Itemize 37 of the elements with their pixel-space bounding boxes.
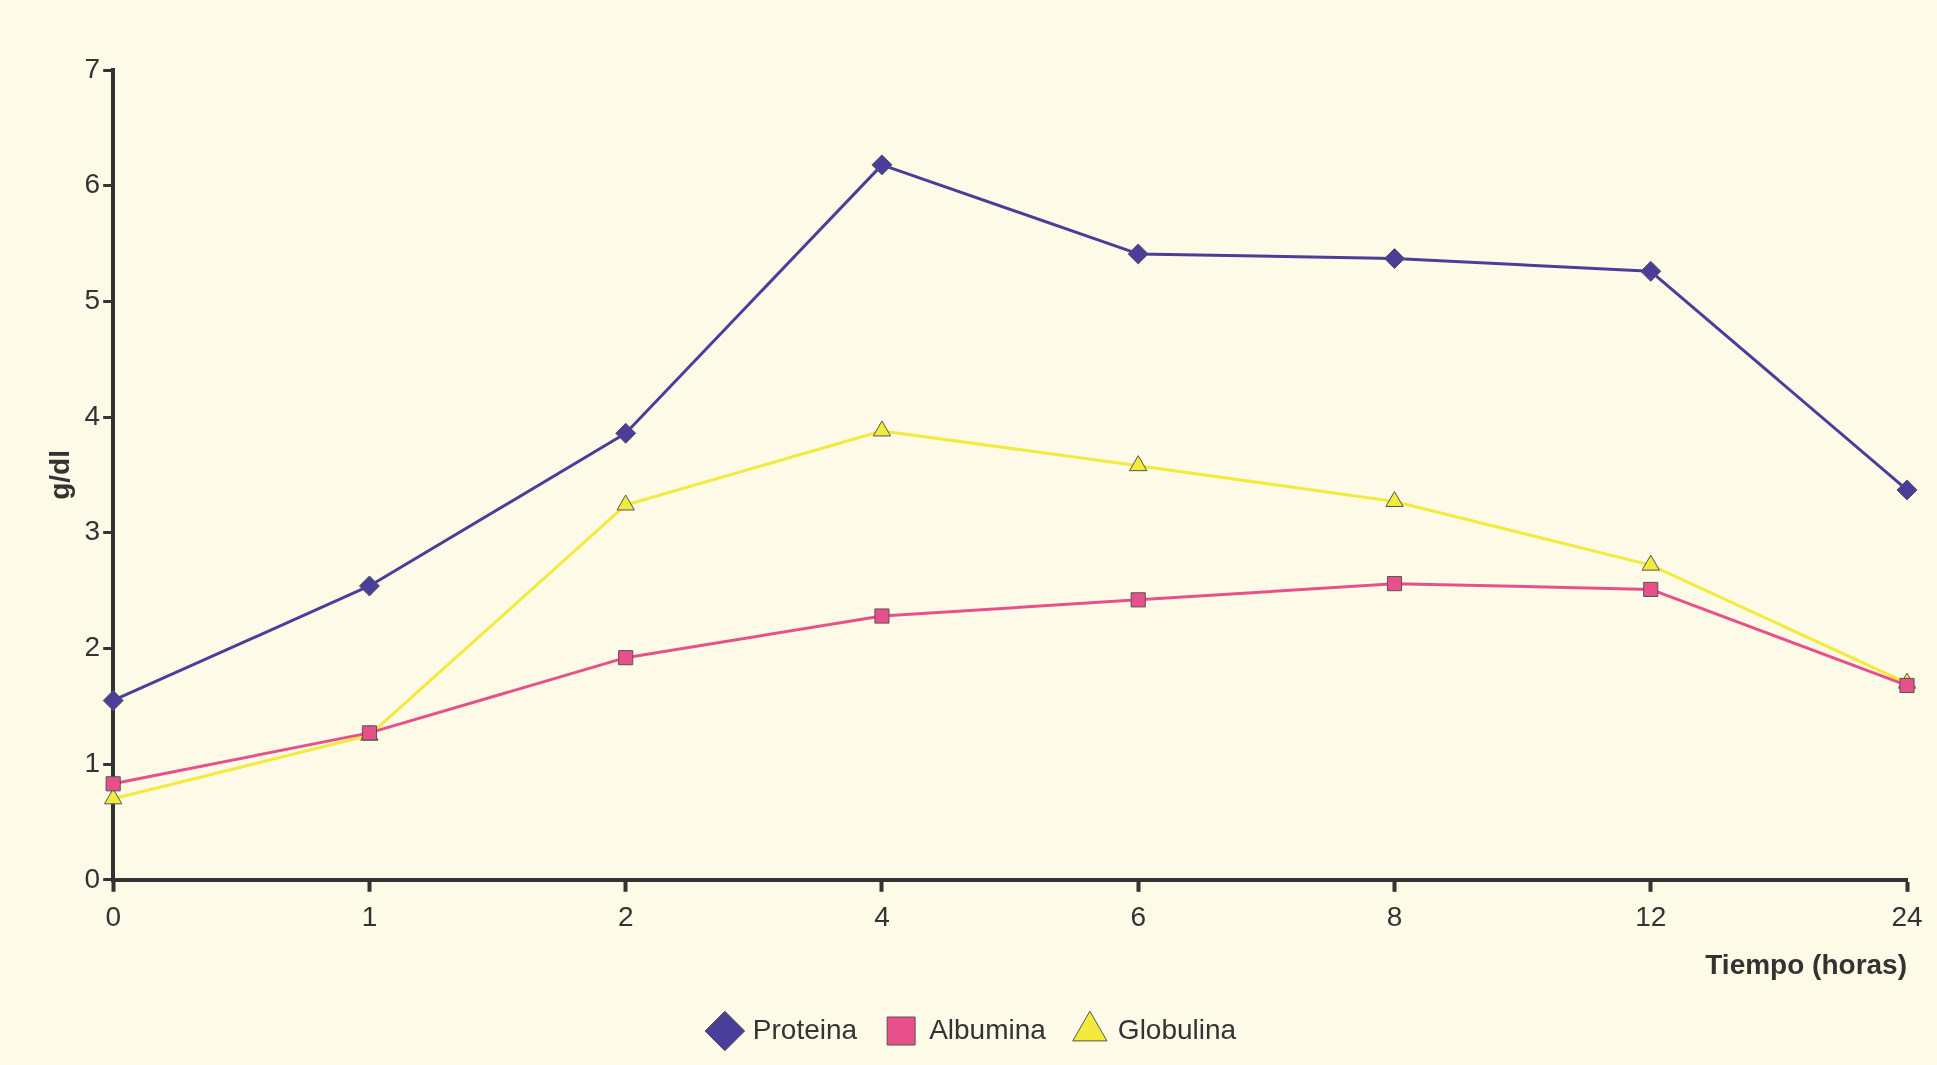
point (615, 422, 637, 444)
point (1127, 243, 1149, 265)
point (1383, 248, 1405, 270)
point (1385, 491, 1404, 508)
y-axis-title: g/dl (43, 450, 75, 500)
y-tick-label: 3 (84, 515, 101, 547)
point (1896, 479, 1918, 501)
point (871, 154, 893, 176)
y-tick-label: 1 (84, 746, 101, 778)
legend-label: Albumina (929, 1013, 1047, 1045)
point (1386, 576, 1403, 592)
x-tick-label: 4 (874, 901, 890, 933)
y-tick-label: 6 (84, 168, 101, 200)
y-tick-label: 7 (84, 52, 101, 84)
y-tick-label: 2 (84, 631, 101, 663)
legend-label: Proteina (752, 1013, 858, 1045)
x-tick-label: 1 (361, 901, 378, 933)
point (1643, 581, 1659, 597)
x-tick-label: 12 (1635, 901, 1667, 933)
point (358, 575, 380, 597)
point (1899, 677, 1915, 694)
x-tick-label: 24 (1891, 901, 1923, 933)
y-tick-label: 0 (84, 862, 101, 894)
x-tick-label: 0 (105, 901, 121, 933)
legend-label: Globulina (1117, 1013, 1237, 1045)
y-tick-label: 5 (84, 284, 101, 316)
x-tick-label: 2 (617, 901, 634, 933)
x-tick-label: 6 (1130, 901, 1147, 933)
point (1640, 260, 1662, 282)
y-tick-label: 4 (84, 399, 101, 431)
x-tick-label: 8 (1386, 901, 1403, 933)
point (618, 650, 634, 666)
point (102, 689, 124, 711)
x-axis-title: Tiempo (horas) (1705, 948, 1907, 980)
point (874, 608, 890, 624)
point (105, 776, 121, 792)
point (1130, 592, 1146, 608)
